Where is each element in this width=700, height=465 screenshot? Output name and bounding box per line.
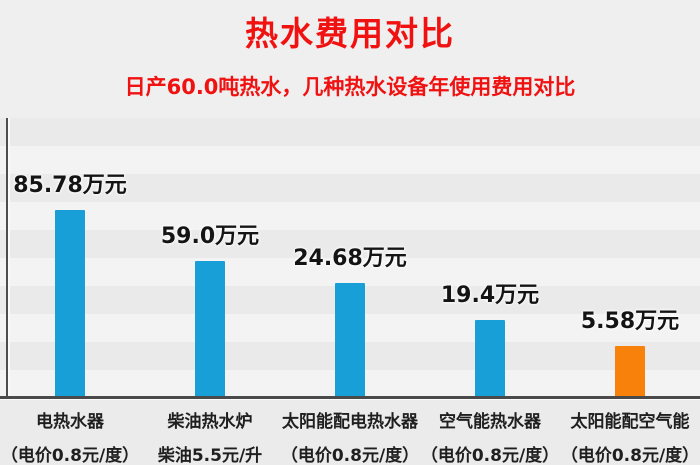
bar-value-label: 19.4万元: [440, 283, 540, 308]
bar-value-label: 24.68万元: [293, 246, 407, 271]
category-name: 太阳能配空气能: [570, 412, 690, 432]
bar-group: 59.0万元: [140, 118, 280, 397]
bar: [615, 346, 645, 397]
category-label: 电热水器 （电价0.8元/度）: [0, 400, 140, 465]
category-price-note: （电价0.8元/度）: [280, 446, 420, 465]
category-labels-row: 电热水器 （电价0.8元/度） 柴油热水炉 柴油5.5元/升 太阳能配电热水器 …: [0, 400, 700, 465]
bar-columns: 85.78万元 59.0万元 24.68万元 19.4万元 5.58万元: [0, 118, 700, 397]
bar-group: 85.78万元: [0, 118, 140, 397]
category-price-note: 柴油5.5元/升: [157, 446, 263, 465]
bar-value-label: 59.0万元: [160, 224, 260, 249]
page-subtitle: 日产60.0吨热水，几种热水设备年使用费用对比: [124, 75, 576, 99]
bar: [335, 283, 365, 397]
bar-value-label: 85.78万元: [13, 173, 127, 198]
category-label: 太阳能配空气能 （电价0.8元/度）: [560, 400, 700, 465]
bar: [475, 320, 505, 397]
category-name: 空气能热水器: [439, 412, 541, 432]
category-price-note: （电价0.8元/度）: [420, 446, 560, 465]
bar-group: 5.58万元: [560, 118, 700, 397]
bar: [55, 210, 85, 397]
category-name: 太阳能配电热水器: [282, 412, 418, 432]
category-price-note: （电价0.8元/度）: [0, 446, 140, 465]
category-name: 电热水器: [36, 412, 104, 432]
bar: [195, 261, 225, 397]
category-label: 柴油热水炉 柴油5.5元/升: [140, 400, 280, 465]
x-axis-line: [0, 396, 700, 399]
category-label: 空气能热水器 （电价0.8元/度）: [420, 400, 560, 465]
bar-group: 19.4万元: [420, 118, 560, 397]
bar-group: 24.68万元: [280, 118, 420, 397]
bar-value-label: 5.58万元: [580, 309, 680, 334]
category-price-note: （电价0.8元/度）: [560, 446, 700, 465]
category-label: 太阳能配电热水器 （电价0.8元/度）: [280, 400, 420, 465]
page-title: 热水费用对比: [245, 14, 455, 53]
y-axis-line: [6, 118, 8, 399]
plot-area: 85.78万元 59.0万元 24.68万元 19.4万元 5.58万元: [0, 118, 700, 397]
category-name: 柴油热水炉: [167, 412, 253, 432]
